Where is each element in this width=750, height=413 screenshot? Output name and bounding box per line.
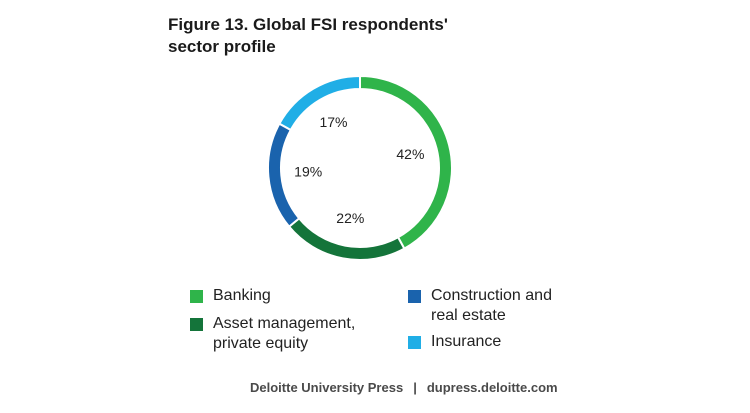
chart-title-line-1: Figure 13. Global FSI respondents' — [168, 15, 448, 34]
legend-swatch-construction — [408, 290, 421, 303]
legend-swatch-asset-management — [190, 318, 203, 331]
legend-swatch-banking — [190, 290, 203, 303]
data-label-insurance: 17% — [319, 114, 347, 130]
legend-label-banking: Banking — [213, 287, 271, 304]
chart-title: Figure 13. Global FSI respondents' secto… — [168, 14, 528, 58]
legend-item-insurance: Insurance — [408, 332, 501, 352]
legend-item-asset-management: Asset management, private equity — [190, 314, 355, 354]
donut-slice-insurance — [278, 74, 361, 132]
data-label-construction: 19% — [294, 164, 322, 180]
legend-label-asset-management: Asset management, private equity — [213, 315, 356, 352]
footer-site: dupress.deloitte.com — [426, 380, 558, 395]
legend-item-banking: Banking — [190, 286, 271, 306]
data-label-banking: 42% — [396, 146, 424, 162]
footer-credit: Deloitte University Press | dupress.deloit… — [250, 380, 558, 395]
legend-swatch-insurance — [408, 336, 421, 349]
footer-separator: | — [413, 380, 417, 395]
data-label-asset-management: 22% — [336, 210, 364, 226]
chart-title-line-2: sector profile — [168, 37, 276, 56]
donut-slice-construction — [267, 122, 301, 229]
footer-publisher: Deloitte University Press — [250, 380, 404, 395]
donut-slice-asset-management — [287, 216, 406, 261]
legend-label-construction: Construction and real estate — [431, 287, 552, 324]
legend-item-construction: Construction and real estate — [408, 286, 552, 326]
legend-label-insurance: Insurance — [431, 333, 502, 350]
donut-slice-banking — [359, 74, 453, 250]
